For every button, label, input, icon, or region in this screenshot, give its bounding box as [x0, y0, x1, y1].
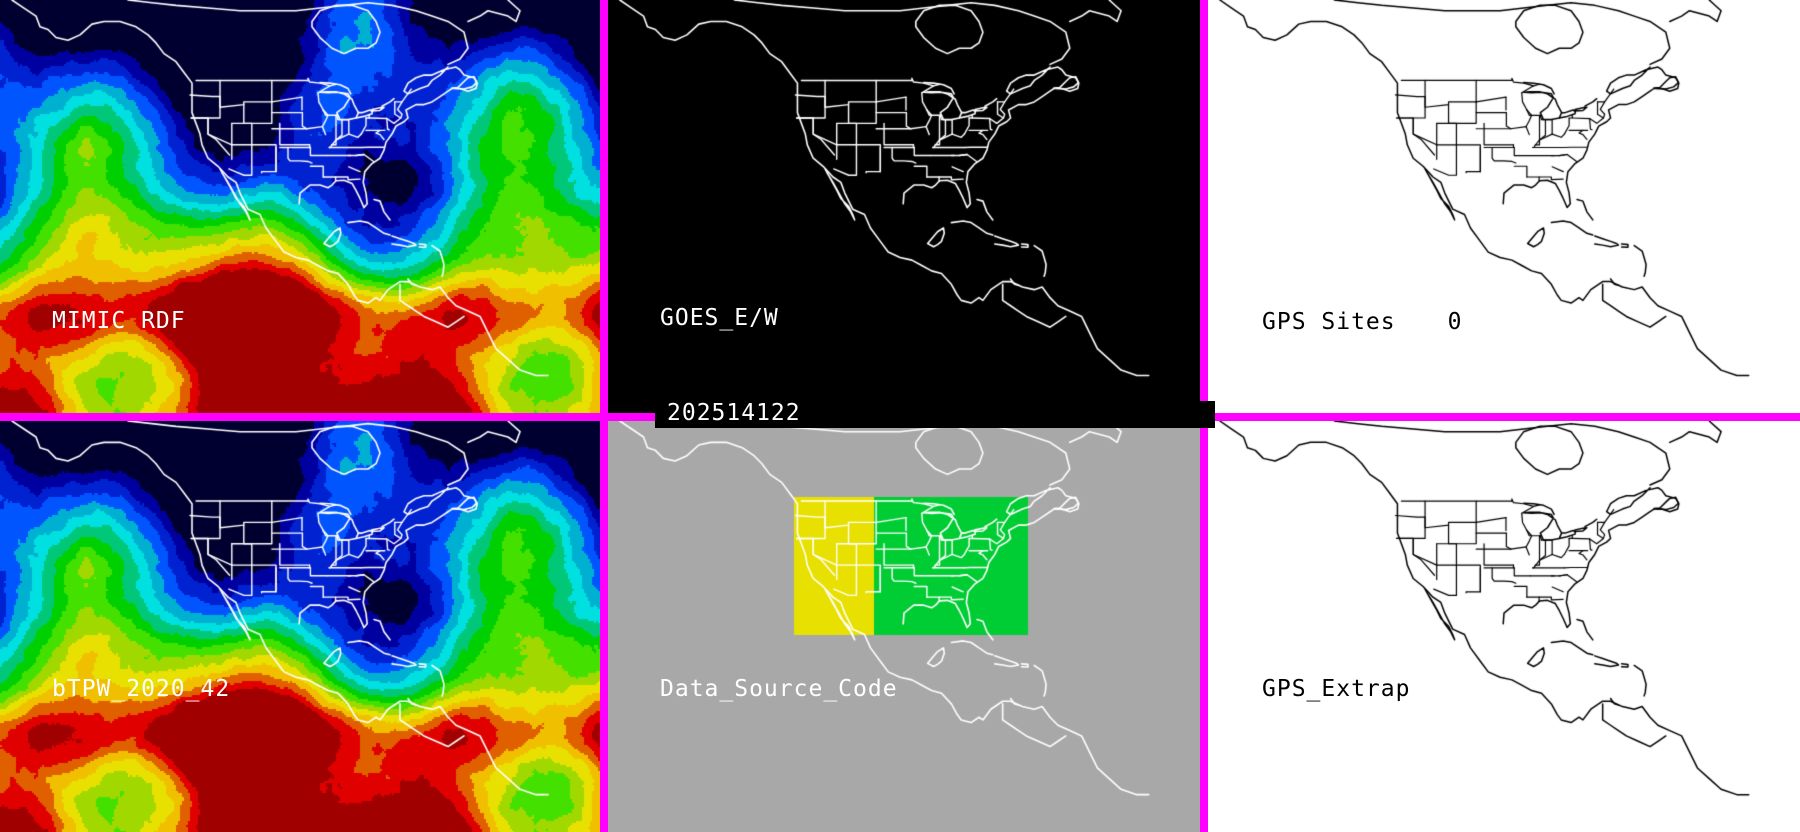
data-source-code-raster	[608, 421, 1200, 832]
panel-gps-extrap[interactable]	[1208, 421, 1800, 832]
gps-extrap-map	[1208, 421, 1800, 832]
panel-btpw[interactable]	[0, 421, 600, 832]
panel-data-source-code[interactable]	[608, 421, 1200, 832]
timestamp-text: 202514122	[667, 400, 801, 426]
panel-goes-ew[interactable]	[608, 0, 1200, 413]
btpw-raster	[0, 421, 600, 832]
mimic-rdf-raster	[0, 0, 600, 413]
goes-ew-raster	[608, 0, 1200, 413]
timestamp-bar: 202514122	[655, 400, 1215, 428]
panel-mimic-rdf[interactable]	[0, 0, 600, 413]
panel-gps-sites[interactable]	[1208, 0, 1800, 413]
divider-horizontal	[0, 413, 1208, 421]
gps-sites-map	[1208, 0, 1800, 413]
